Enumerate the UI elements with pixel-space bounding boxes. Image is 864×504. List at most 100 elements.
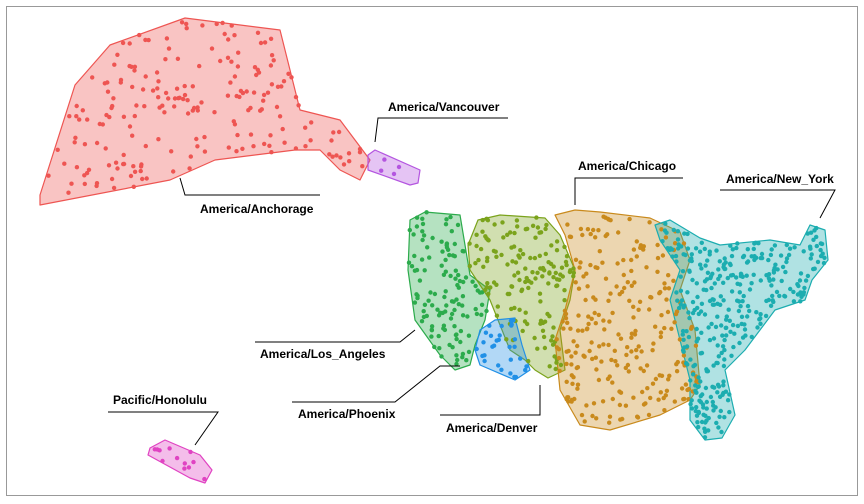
point — [792, 245, 797, 250]
point — [525, 321, 530, 327]
point — [480, 229, 485, 234]
point — [616, 332, 621, 337]
point — [269, 150, 274, 155]
point — [421, 233, 427, 238]
point — [518, 356, 523, 361]
point — [422, 302, 428, 307]
point — [635, 415, 641, 420]
point — [474, 243, 479, 249]
point — [456, 302, 461, 307]
point — [702, 435, 708, 440]
point — [706, 415, 711, 421]
point — [629, 335, 634, 340]
point — [382, 157, 387, 162]
point — [577, 265, 582, 270]
point — [209, 46, 215, 51]
point — [584, 403, 589, 408]
point — [132, 169, 138, 174]
point — [735, 241, 740, 246]
point — [447, 252, 452, 258]
point — [719, 323, 724, 328]
point — [428, 290, 433, 295]
point — [718, 302, 723, 307]
point — [519, 287, 525, 292]
point — [673, 253, 679, 259]
point — [634, 355, 639, 360]
point — [429, 334, 434, 339]
point — [138, 164, 144, 169]
point — [688, 357, 693, 362]
point — [289, 75, 294, 80]
point — [184, 26, 189, 31]
point — [592, 310, 597, 316]
point — [711, 363, 716, 368]
point — [721, 379, 726, 384]
point — [586, 314, 591, 319]
point — [509, 306, 514, 312]
point — [499, 323, 504, 329]
point — [808, 256, 813, 261]
point — [281, 79, 287, 84]
point — [554, 283, 559, 289]
point — [236, 50, 241, 55]
point — [798, 299, 803, 304]
point — [152, 447, 157, 452]
point — [763, 313, 769, 319]
point — [609, 357, 614, 363]
point — [505, 291, 510, 297]
point — [128, 173, 134, 179]
point — [137, 32, 142, 38]
point — [360, 164, 365, 169]
point — [743, 333, 748, 338]
point — [73, 135, 78, 140]
point — [72, 140, 77, 145]
point — [694, 405, 699, 410]
point — [714, 420, 719, 426]
point — [575, 382, 581, 387]
point — [438, 310, 443, 315]
point — [681, 337, 686, 342]
point — [508, 230, 513, 235]
point — [346, 151, 352, 156]
point — [156, 137, 161, 142]
point — [585, 227, 591, 232]
point — [729, 253, 735, 259]
point — [252, 65, 258, 70]
point — [420, 229, 425, 234]
point — [740, 299, 745, 304]
point — [160, 103, 165, 108]
point — [442, 327, 448, 333]
point — [735, 298, 740, 303]
point — [77, 117, 82, 122]
point — [702, 246, 707, 252]
point — [229, 23, 234, 28]
point — [621, 257, 626, 263]
point — [478, 246, 484, 252]
point — [535, 225, 541, 230]
point — [723, 389, 729, 394]
point — [614, 284, 619, 289]
point — [485, 281, 490, 286]
point — [212, 110, 217, 115]
point — [562, 288, 567, 293]
point — [417, 278, 423, 283]
point — [455, 357, 460, 363]
point — [130, 84, 135, 90]
point — [508, 371, 513, 376]
point — [589, 340, 594, 345]
point — [717, 273, 723, 279]
point — [677, 337, 683, 342]
point — [694, 390, 699, 395]
point — [698, 351, 703, 356]
point — [702, 312, 708, 317]
point — [127, 124, 133, 129]
point — [679, 386, 685, 391]
point — [164, 36, 170, 41]
point — [607, 319, 612, 324]
point — [412, 268, 418, 273]
point — [672, 241, 678, 246]
point — [671, 227, 676, 233]
point — [160, 458, 165, 464]
point — [454, 332, 459, 337]
point — [419, 257, 425, 262]
